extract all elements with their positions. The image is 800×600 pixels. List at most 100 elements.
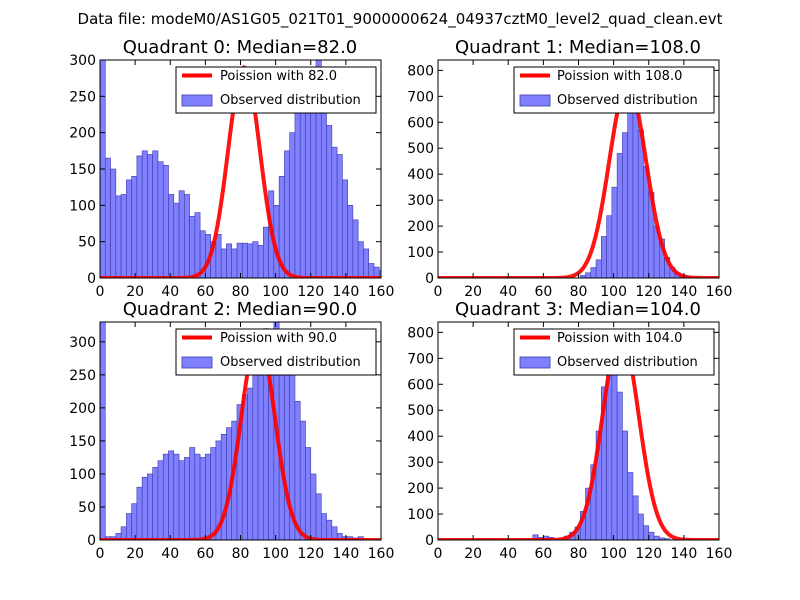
quadrant-1-title: Quadrant 1: Median=108.0 (455, 37, 701, 58)
quadrant-1-legend-line-label: Poission with 108.0 (557, 69, 682, 84)
quadrant-0-y-tick-label: 250 (69, 89, 96, 105)
quadrant-0-panel: 0 20 40 60 80 100 120 140 160 0 50 100 150 200 250 300 P… (69, 37, 394, 300)
quadrant-2-y-tick-label: 200 (69, 401, 96, 417)
quadrant-2-plot-area (100, 322, 381, 540)
quadrant-2-bar (252, 367, 259, 540)
quadrant-2-x-tick-label: 120 (297, 546, 324, 562)
quadrant-2-y-tick-label: 150 (69, 434, 96, 450)
quadrant-0-bar (131, 175, 138, 278)
quadrant-2-x-tick-label: 160 (368, 546, 395, 562)
quadrant-0-bar (342, 179, 348, 278)
quadrant-2-x-tick-label: 140 (333, 546, 360, 562)
quadrant-0-bar (378, 270, 381, 278)
quadrant-1-y-tick-label: 600 (407, 115, 434, 131)
quadrant-1-bar (637, 129, 644, 278)
quadrant-1-x-tick-label: 140 (671, 284, 698, 300)
quadrant-3-bar (664, 538, 671, 540)
quadrant-2-y-tick-label: 300 (69, 335, 96, 351)
quadrant-1-bar (622, 132, 628, 278)
quadrant-1-bar (606, 215, 613, 278)
quadrant-3-bar (627, 472, 634, 540)
quadrant-3-legend-bar-label: Observed distribution (557, 355, 698, 370)
quadrant-3-y-tick-label: 200 (407, 481, 434, 497)
quadrant-0-bar (368, 263, 375, 278)
quadrant-0-bar (241, 242, 248, 278)
quadrant-0-x-tick-label: 0 (96, 284, 105, 300)
quadrant-0-bar (157, 161, 164, 278)
quadrant-1-plot-area (438, 70, 719, 278)
quadrant-2-title: Quadrant 2: Median=90.0 (123, 299, 358, 320)
quadrant-3-bar (616, 391, 623, 540)
quadrant-3-bar (648, 531, 655, 540)
quadrant-0-bar (352, 219, 359, 278)
quadrant-0-bar (147, 154, 153, 278)
quadrant-0-y-tick-label: 0 (87, 271, 96, 287)
quadrant-1-y-tick-label: 400 (407, 167, 434, 183)
quadrant-0-bar (331, 146, 338, 278)
quadrant-3-x-tick-label: 140 (671, 546, 698, 562)
quadrant-0-x-tick-label: 120 (297, 284, 324, 300)
quadrant-1-legend-bar-swatch (519, 94, 551, 107)
quadrant-2-bar (315, 493, 322, 540)
quadrant-2-bar (126, 513, 132, 540)
quadrant-2-bar (320, 513, 327, 540)
quadrant-2-bar (326, 519, 333, 540)
quadrant-0-bar (173, 202, 180, 278)
quadrant-3-title: Quadrant 3: Median=104.0 (455, 299, 701, 320)
quadrant-2-y-tick-label: 0 (87, 533, 96, 549)
quadrant-3-bar (622, 430, 628, 540)
quadrant-0-y-tick-label: 200 (69, 126, 96, 142)
quadrant-2-bar (199, 457, 206, 540)
quadrant-2-bar (173, 453, 180, 540)
quadrant-0-bar (257, 245, 264, 278)
quadrant-1-bar (585, 272, 592, 278)
quadrant-0-legend-line-label: Poission with 82.0 (220, 69, 337, 84)
quadrant-3-x-tick-label: 40 (499, 546, 517, 562)
quadrant-1-y-tick-label: 700 (407, 89, 434, 105)
quadrant-2-bar (194, 453, 201, 540)
quadrant-0-bar (152, 150, 159, 278)
quadrant-2-x-tick-label: 40 (161, 546, 179, 562)
quadrant-2-bar (136, 486, 143, 540)
quadrant-0-x-tick-label: 40 (161, 284, 179, 300)
quadrant-1-y-tick-label: 100 (407, 245, 434, 261)
quadrant-3-poisson-line (438, 330, 719, 540)
quadrant-0-y-tick-label: 150 (69, 162, 96, 178)
quadrant-3-x-tick-label: 0 (434, 546, 443, 562)
quadrant-2-bar (178, 460, 185, 540)
quadrant-3-y-tick-label: 500 (407, 403, 434, 419)
quadrant-1-x-tick-label: 120 (635, 284, 662, 300)
quadrant-1-legend-bar-label: Observed distribution (557, 93, 698, 108)
quadrant-1-bar (616, 153, 623, 278)
quadrant-2-y-tick-label: 250 (69, 368, 96, 384)
quadrant-0-x-tick-label: 140 (333, 284, 360, 300)
quadrant-3-x-tick-label: 80 (570, 546, 588, 562)
quadrant-1-panel: 0 20 40 60 80 100 120 140 160 0 100 200 300 400 500 600… (407, 37, 732, 300)
quadrant-1-bar (627, 101, 634, 278)
quadrant-2-x-tick-label: 60 (196, 546, 214, 562)
quadrant-2-legend-bar-swatch (181, 356, 213, 369)
quadrant-2-bar (100, 322, 106, 540)
quadrant-0-bar (336, 154, 343, 278)
quadrant-0-x-tick-label: 20 (126, 284, 144, 300)
figure-suptitle: Data file: modeM0/AS1G05_021T01_90000006… (78, 10, 723, 29)
quadrant-2-bar (141, 476, 148, 540)
quadrant-2-x-tick-label: 20 (126, 546, 144, 562)
quadrant-3-y-tick-label: 300 (407, 455, 434, 471)
quadrant-2-x-tick-label: 100 (262, 546, 289, 562)
quadrant-0-bar (162, 165, 169, 278)
quadrant-0-bar (120, 194, 127, 278)
quadrant-0-x-tick-label: 80 (232, 284, 250, 300)
quadrant-3-bar (643, 525, 650, 540)
quadrant-2-bar (189, 447, 196, 540)
quadrant-1-y-tick-label: 500 (407, 141, 434, 157)
quadrant-0-x-tick-label: 60 (196, 284, 214, 300)
quadrant-0-bar (289, 132, 296, 278)
quadrant-1-bar (611, 186, 618, 278)
quadrant-2-legend-bar-label: Observed distribution (220, 355, 361, 370)
quadrant-3-y-tick-label: 700 (407, 351, 434, 367)
quadrant-0-bar (126, 179, 132, 278)
quadrant-2-x-tick-label: 0 (96, 546, 105, 562)
quadrant-0-bar (263, 226, 269, 278)
